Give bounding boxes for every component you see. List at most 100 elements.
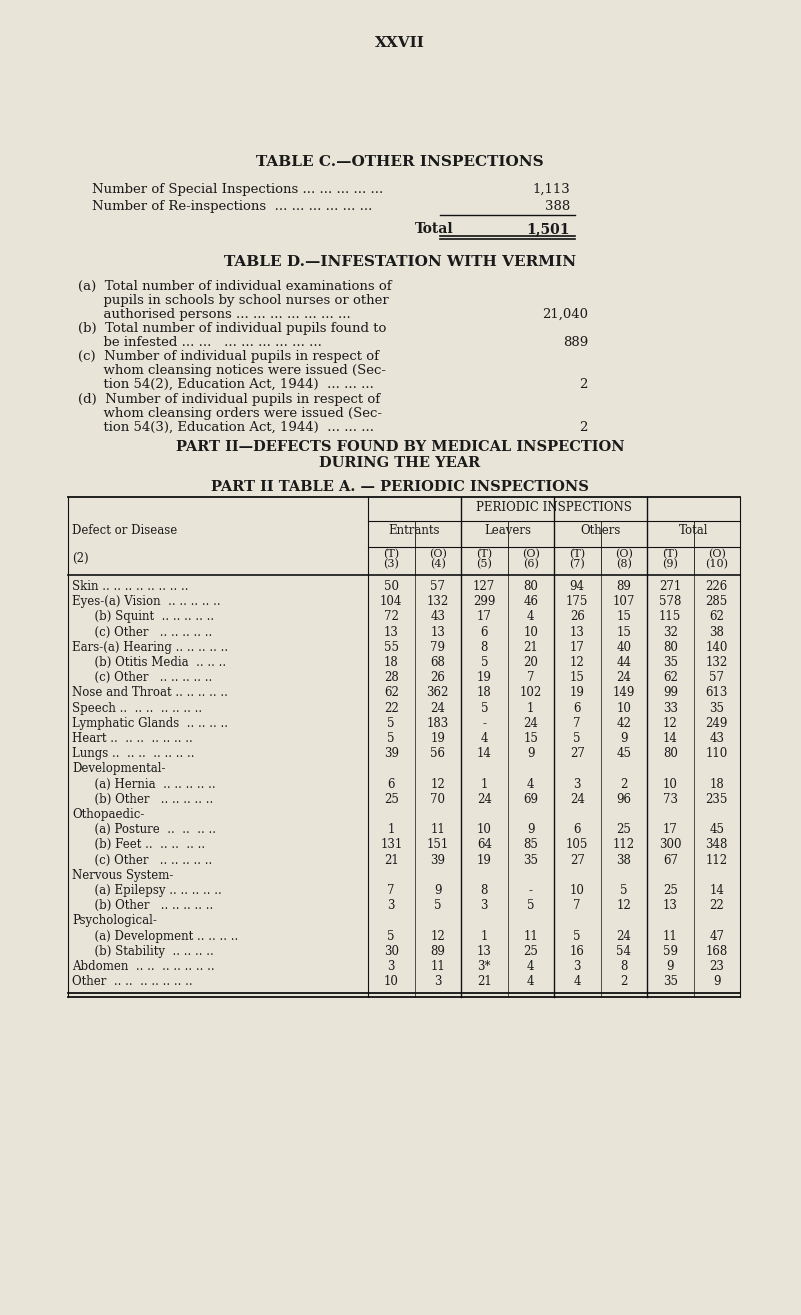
Text: 9: 9 — [666, 960, 674, 973]
Text: 18: 18 — [384, 656, 399, 669]
Text: 12: 12 — [570, 656, 585, 669]
Text: 18: 18 — [477, 686, 492, 700]
Text: 11: 11 — [430, 960, 445, 973]
Text: Eyes-(a) Vision  .. .. .. .. ..: Eyes-(a) Vision .. .. .. .. .. — [72, 596, 220, 609]
Text: 24: 24 — [430, 702, 445, 714]
Text: 6: 6 — [388, 777, 395, 790]
Text: 25: 25 — [384, 793, 399, 806]
Text: DURING THE YEAR: DURING THE YEAR — [320, 456, 481, 469]
Text: be infested ... ...   ... ... ... ... ... ...: be infested ... ... ... ... ... ... ... … — [78, 337, 322, 348]
Text: 3: 3 — [481, 899, 488, 913]
Text: 30: 30 — [384, 944, 399, 957]
Text: 21,040: 21,040 — [542, 308, 588, 321]
Text: (O): (O) — [615, 548, 633, 559]
Text: 5: 5 — [388, 732, 395, 746]
Text: 5: 5 — [388, 717, 395, 730]
Text: 59: 59 — [662, 944, 678, 957]
Text: 578: 578 — [659, 596, 682, 609]
Text: 39: 39 — [384, 747, 399, 760]
Text: 64: 64 — [477, 839, 492, 851]
Text: Lungs ..  .. ..  .. .. .. ..: Lungs .. .. .. .. .. .. .. — [72, 747, 195, 760]
Text: 8: 8 — [481, 640, 488, 654]
Text: 6: 6 — [574, 823, 581, 836]
Text: 226: 226 — [706, 580, 728, 593]
Text: 10: 10 — [523, 626, 538, 639]
Text: (3): (3) — [384, 559, 399, 569]
Text: (b) Squint  .. .. .. .. ..: (b) Squint .. .. .. .. .. — [72, 610, 214, 623]
Text: (9): (9) — [662, 559, 678, 569]
Text: 25: 25 — [523, 944, 538, 957]
Text: 18: 18 — [710, 777, 724, 790]
Text: 80: 80 — [523, 580, 538, 593]
Text: 7: 7 — [574, 899, 581, 913]
Text: (c) Other   .. .. .. .. ..: (c) Other .. .. .. .. .. — [72, 853, 212, 867]
Text: 10: 10 — [616, 702, 631, 714]
Text: 7: 7 — [574, 717, 581, 730]
Text: 300: 300 — [659, 839, 682, 851]
Text: 183: 183 — [427, 717, 449, 730]
Text: 80: 80 — [662, 640, 678, 654]
Text: 149: 149 — [613, 686, 635, 700]
Text: 4: 4 — [527, 610, 534, 623]
Text: 5: 5 — [481, 656, 488, 669]
Text: 131: 131 — [380, 839, 402, 851]
Text: Number of Re-inspections  ... ... ... ... ... ...: Number of Re-inspections ... ... ... ...… — [92, 200, 372, 213]
Text: 62: 62 — [384, 686, 399, 700]
Text: 5: 5 — [388, 930, 395, 943]
Text: 249: 249 — [706, 717, 728, 730]
Text: 68: 68 — [430, 656, 445, 669]
Text: 72: 72 — [384, 610, 399, 623]
Text: 19: 19 — [430, 732, 445, 746]
Text: 889: 889 — [563, 337, 588, 348]
Text: 24: 24 — [616, 671, 631, 684]
Text: 13: 13 — [384, 626, 399, 639]
Text: 9: 9 — [434, 884, 441, 897]
Text: Psychological-: Psychological- — [72, 914, 157, 927]
Text: 21: 21 — [384, 853, 399, 867]
Text: Abdomen  .. ..  .. .. .. .. ..: Abdomen .. .. .. .. .. .. .. — [72, 960, 215, 973]
Text: Othopaedic-: Othopaedic- — [72, 807, 144, 821]
Text: 14: 14 — [662, 732, 678, 746]
Text: (7): (7) — [570, 559, 585, 569]
Text: 25: 25 — [616, 823, 631, 836]
Text: Entrants: Entrants — [388, 523, 441, 537]
Text: 89: 89 — [616, 580, 631, 593]
Text: 85: 85 — [523, 839, 538, 851]
Text: 299: 299 — [473, 596, 496, 609]
Text: 8: 8 — [620, 960, 627, 973]
Text: 613: 613 — [706, 686, 728, 700]
Text: 6: 6 — [481, 626, 488, 639]
Text: Lymphatic Glands  .. .. .. ..: Lymphatic Glands .. .. .. .. — [72, 717, 228, 730]
Text: 69: 69 — [523, 793, 538, 806]
Text: 5: 5 — [527, 899, 534, 913]
Text: 2: 2 — [580, 377, 588, 391]
Text: 62: 62 — [710, 610, 724, 623]
Text: 46: 46 — [523, 596, 538, 609]
Text: tion 54(3), Education Act, 1944)  ... ... ...: tion 54(3), Education Act, 1944) ... ...… — [78, 421, 374, 434]
Text: (T): (T) — [570, 548, 586, 559]
Text: 54: 54 — [616, 944, 631, 957]
Text: 21: 21 — [523, 640, 538, 654]
Text: 3: 3 — [434, 976, 441, 988]
Text: 70: 70 — [430, 793, 445, 806]
Text: 99: 99 — [662, 686, 678, 700]
Text: 35: 35 — [662, 656, 678, 669]
Text: 62: 62 — [662, 671, 678, 684]
Text: 10: 10 — [384, 976, 399, 988]
Text: 55: 55 — [384, 640, 399, 654]
Text: Other  .. ..  .. .. .. .. ..: Other .. .. .. .. .. .. .. — [72, 976, 192, 988]
Text: 57: 57 — [430, 580, 445, 593]
Text: PART II TABLE A. — PERIODIC INSPECTIONS: PART II TABLE A. — PERIODIC INSPECTIONS — [211, 480, 589, 494]
Text: Nervous System-: Nervous System- — [72, 869, 173, 882]
Text: 112: 112 — [613, 839, 635, 851]
Text: 39: 39 — [430, 853, 445, 867]
Text: 16: 16 — [570, 944, 585, 957]
Text: 13: 13 — [430, 626, 445, 639]
Text: 19: 19 — [477, 671, 492, 684]
Text: 6: 6 — [574, 702, 581, 714]
Text: (b) Other   .. .. .. .. ..: (b) Other .. .. .. .. .. — [72, 899, 213, 913]
Text: (c) Other   .. .. .. .. ..: (c) Other .. .. .. .. .. — [72, 671, 212, 684]
Text: 1: 1 — [481, 930, 488, 943]
Text: 25: 25 — [662, 884, 678, 897]
Text: 9: 9 — [527, 823, 534, 836]
